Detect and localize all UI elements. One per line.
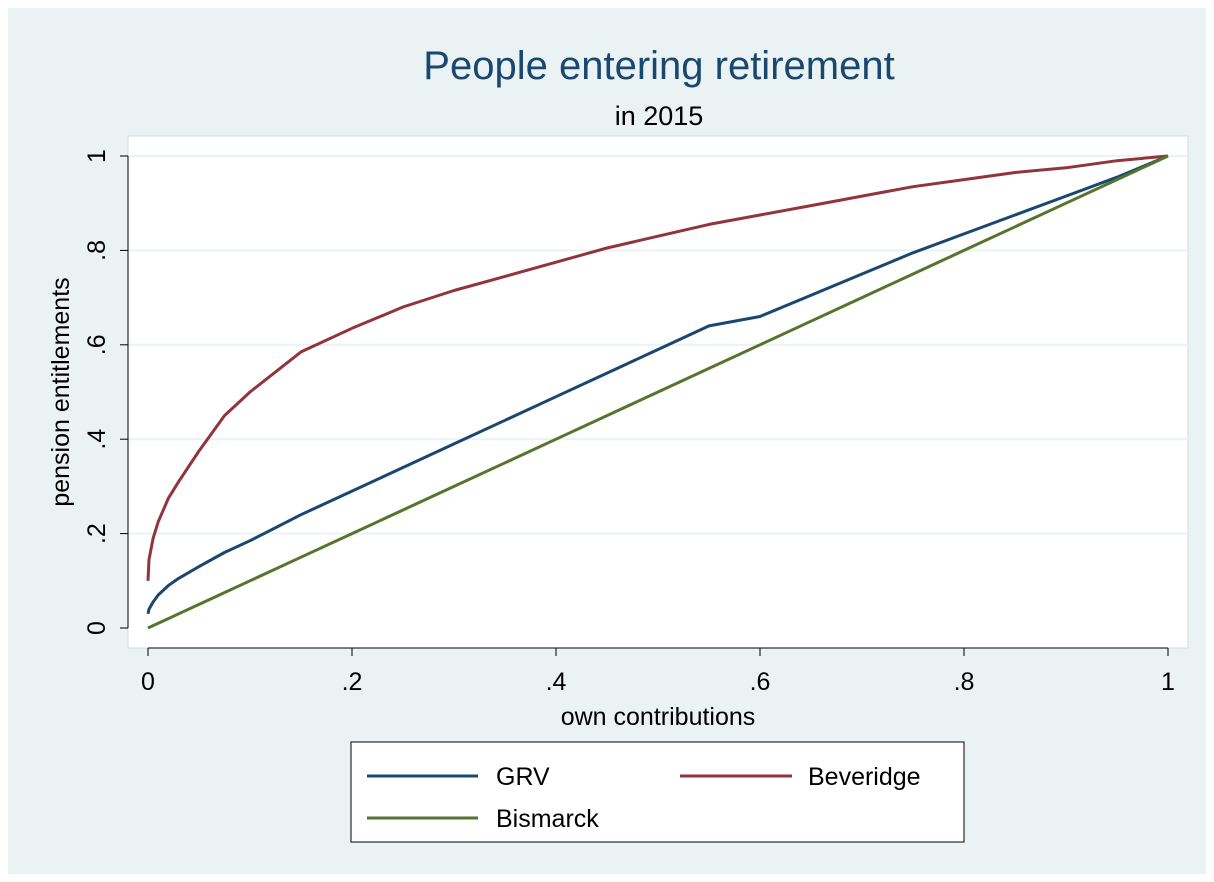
x-tick-label-3: .6 [750,668,771,696]
gridlines [128,155,1188,535]
x-tick-label-0: 0 [141,668,155,696]
y-tick-label-2: .4 [83,429,111,450]
y-tick-label-4: .8 [83,240,111,261]
y-tick-label-3: .6 [83,334,111,355]
x-tick-label-4: .8 [954,668,975,696]
legend: GRV Beveridge Bismarck [350,741,965,843]
y-tick-label-0: 0 [83,621,111,635]
chart-title: People entering retirement [423,44,894,88]
legend-label-bismarck: Bismarck [496,805,599,833]
x-tick-label-5: 1 [1161,668,1175,696]
series-group [146,154,1169,630]
legend-label-grv: GRV [496,763,550,791]
series-line-grv [146,154,1169,615]
legend-box [350,741,965,843]
x-axis-label: own contributions [561,703,756,731]
y-tick-label-1: .2 [83,523,111,544]
y-axis-label: pension entitlements [47,277,75,506]
series-line-bismarck [147,154,1169,630]
x-tick-label-1: .2 [342,668,363,696]
axes: 0 .2 .4 .6 .8 1 0 .2 .4 .6 .8 1 [83,149,1175,696]
chart-subtitle: in 2015 [615,101,704,131]
series-line-beveridge [146,154,1169,581]
y-tick-label-5: 1 [83,149,111,163]
x-tick-label-2: .4 [546,668,567,696]
legend-label-beveridge: Beveridge [808,763,921,791]
